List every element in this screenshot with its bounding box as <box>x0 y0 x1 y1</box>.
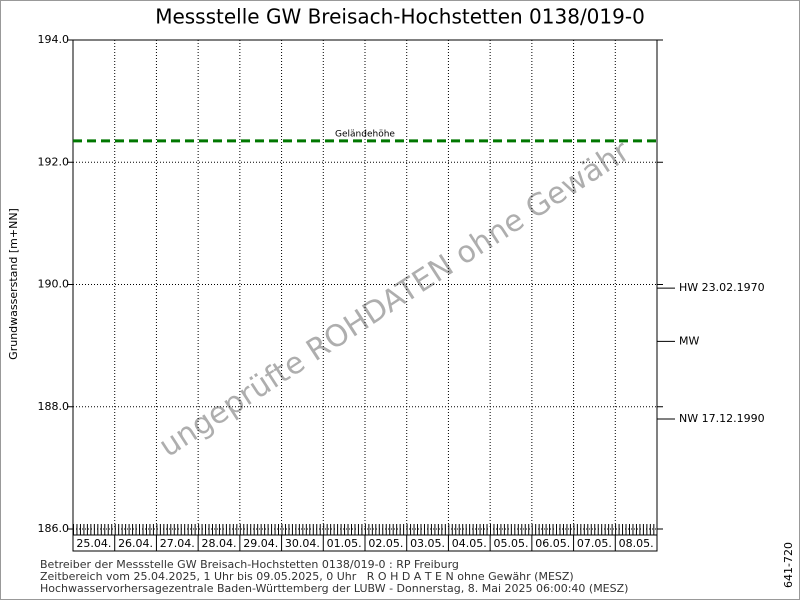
x-tick-label: 01.05. <box>327 537 362 550</box>
level-label: NW 17.12.1990 <box>679 412 765 425</box>
x-tick-label: 27.04. <box>160 537 195 550</box>
chart-title: Messstelle GW Breisach-Hochstetten 0138/… <box>155 5 645 29</box>
x-tick-label: 04.05. <box>452 537 487 550</box>
x-tick-label: 30.04. <box>285 537 320 550</box>
x-tick-label: 02.05. <box>368 537 403 550</box>
watermark: ungeprüfte ROHDATEN ohne Gewähr <box>153 134 636 465</box>
x-tick-label: 29.04. <box>243 537 278 550</box>
y-tick-label: 188.0 <box>38 400 70 413</box>
level-label: MW <box>679 334 699 347</box>
x-tick-label: 28.04. <box>202 537 237 550</box>
y-tick-label: 194.0 <box>38 33 70 46</box>
x-tick-label: 26.04. <box>118 537 153 550</box>
y-axis-label: Grundwasserstand [m+NN] <box>7 208 20 360</box>
y-tick-label: 186.0 <box>38 522 70 535</box>
x-tick-label: 25.04. <box>76 537 111 550</box>
reference-label: Geländehöhe <box>335 129 395 139</box>
x-tick-label: 08.05. <box>619 537 654 550</box>
footer-line: Hochwasservorhersagezentrale Baden-Württ… <box>40 582 628 595</box>
x-tick-label: 06.05. <box>535 537 570 550</box>
footer-line: Betreiber der Messstelle GW Breisach-Hoc… <box>40 558 459 571</box>
side-label: 641-720 <box>782 542 795 588</box>
y-tick-label: 192.0 <box>38 155 70 168</box>
x-tick-label: 05.05. <box>494 537 529 550</box>
footer-line: Zeitbereich vom 25.04.2025, 1 Uhr bis 09… <box>40 570 574 583</box>
level-label: HW 23.02.1970 <box>679 281 765 294</box>
y-tick-label: 190.0 <box>38 278 70 291</box>
x-tick-label: 07.05. <box>577 537 612 550</box>
x-tick-label: 03.05. <box>410 537 445 550</box>
